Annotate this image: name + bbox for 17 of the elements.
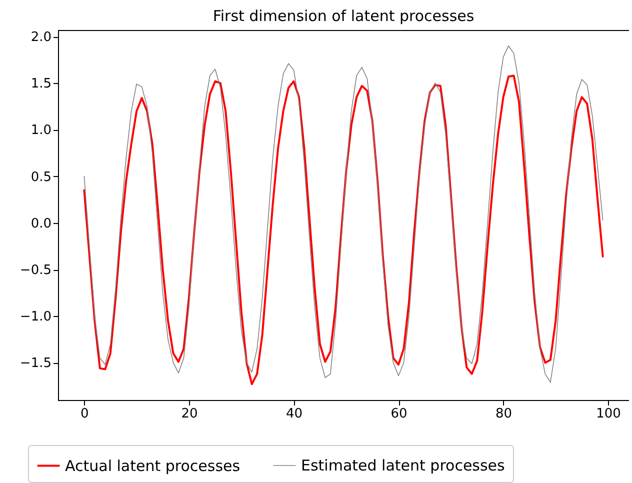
legend-label: Actual latent processes <box>65 456 240 475</box>
y-tick-label: 0.0 <box>30 216 52 232</box>
y-tick-label: −1.5 <box>20 356 52 372</box>
y-tick-label: −1.0 <box>20 310 52 325</box>
x-tick-label: 80 <box>496 406 512 422</box>
y-tick-label: 2.0 <box>30 30 52 46</box>
y-tick-label: 0.5 <box>30 170 52 185</box>
legend-label: Estimated latent processes <box>301 456 506 474</box>
x-tick-label: 40 <box>286 406 303 422</box>
x-tick-label: 20 <box>181 406 198 422</box>
y-tick-label: 1.0 <box>30 123 52 138</box>
y-tick-label: 1.5 <box>30 76 52 92</box>
x-tick-label: 0 <box>80 406 89 422</box>
y-tick-label: −0.5 <box>20 263 52 278</box>
x-tick-label: 60 <box>390 406 408 422</box>
x-tick-label: 100 <box>596 406 621 422</box>
chart-title: First dimension of latent processes <box>212 7 474 25</box>
